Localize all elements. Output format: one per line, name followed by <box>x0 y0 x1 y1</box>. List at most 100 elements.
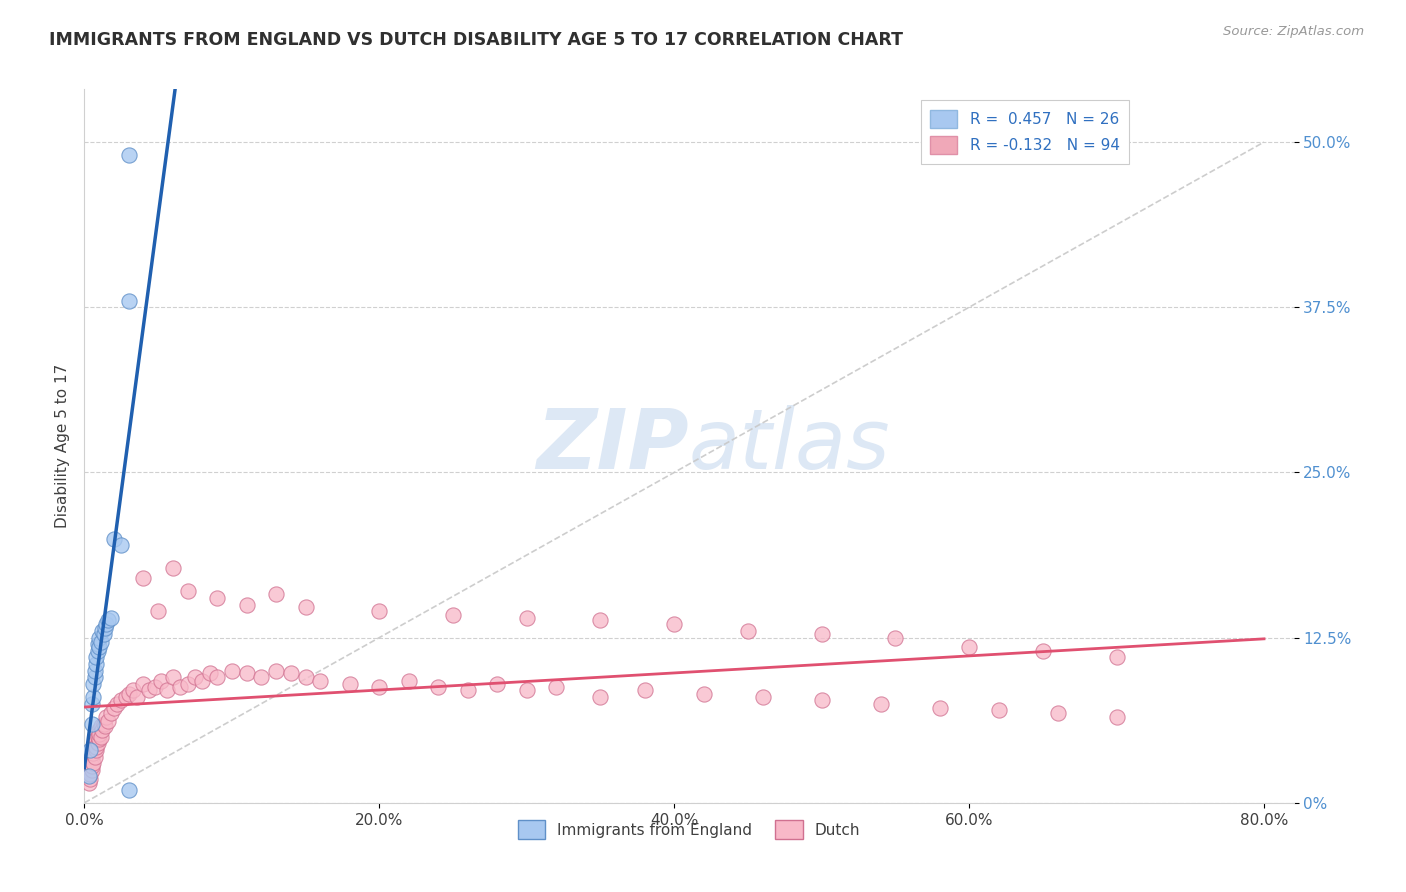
Point <box>264 664 287 678</box>
Point <box>516 611 538 625</box>
Point <box>82 690 104 704</box>
Point <box>235 598 257 612</box>
Point <box>82 677 104 691</box>
Point <box>441 608 464 623</box>
Point <box>80 716 103 731</box>
Point <box>280 666 302 681</box>
Point <box>486 677 509 691</box>
Point <box>83 670 105 684</box>
Point <box>546 680 568 694</box>
Point <box>100 611 122 625</box>
Point <box>86 730 108 744</box>
Point <box>96 710 118 724</box>
Point <box>84 657 107 671</box>
Point <box>221 664 243 678</box>
Point <box>86 637 108 651</box>
Point <box>97 614 120 628</box>
Point <box>869 697 891 711</box>
Text: ZIP: ZIP <box>536 406 689 486</box>
Point <box>1105 710 1128 724</box>
Point <box>162 560 184 574</box>
Point <box>205 670 228 684</box>
Point <box>93 626 115 640</box>
Point <box>589 614 612 628</box>
Point <box>77 776 100 790</box>
Point <box>86 644 108 658</box>
Point <box>105 697 128 711</box>
Point <box>103 532 125 546</box>
Point <box>77 769 100 783</box>
Point <box>138 683 160 698</box>
Point <box>457 683 479 698</box>
Point <box>122 683 145 698</box>
Point <box>634 683 657 698</box>
Point <box>928 700 950 714</box>
Text: IMMIGRANTS FROM ENGLAND VS DUTCH DISABILITY AGE 5 TO 17 CORRELATION CHART: IMMIGRANTS FROM ENGLAND VS DUTCH DISABIL… <box>49 31 903 49</box>
Point <box>114 690 136 704</box>
Point <box>79 772 101 786</box>
Point <box>191 674 214 689</box>
Point <box>83 664 105 678</box>
Point <box>294 600 316 615</box>
Point <box>87 631 110 645</box>
Point <box>150 674 173 689</box>
Point <box>810 626 832 640</box>
Point <box>1032 644 1054 658</box>
Point <box>90 719 112 733</box>
Point <box>110 538 132 552</box>
Point <box>87 723 110 738</box>
Point <box>184 670 207 684</box>
Point <box>339 677 361 691</box>
Point <box>110 692 132 706</box>
Point <box>176 584 198 599</box>
Point <box>309 674 332 689</box>
Point <box>80 759 103 773</box>
Point <box>79 743 101 757</box>
Point <box>82 743 104 757</box>
Point <box>83 736 105 750</box>
Point <box>86 736 108 750</box>
Point <box>664 617 686 632</box>
Point <box>884 631 907 645</box>
Point <box>82 756 104 771</box>
Point <box>143 680 166 694</box>
Text: Source: ZipAtlas.com: Source: ZipAtlas.com <box>1223 25 1364 38</box>
Point <box>132 677 155 691</box>
Point <box>117 293 139 308</box>
Point <box>93 716 115 731</box>
Point <box>368 604 391 618</box>
Point <box>294 670 316 684</box>
Point <box>250 670 273 684</box>
Point <box>156 683 179 698</box>
Point <box>692 688 714 702</box>
Point <box>235 666 257 681</box>
Point <box>84 650 107 665</box>
Point <box>264 587 287 601</box>
Point <box>737 624 759 638</box>
Point <box>83 749 105 764</box>
Point <box>103 700 125 714</box>
Point <box>87 727 110 741</box>
Point <box>76 769 98 783</box>
Point <box>84 740 107 755</box>
Point <box>117 782 139 797</box>
Point <box>77 763 100 777</box>
Point <box>84 732 107 747</box>
Point <box>117 688 139 702</box>
Point <box>146 604 169 618</box>
Point <box>205 591 228 605</box>
Point <box>97 714 120 728</box>
Point <box>79 756 101 771</box>
Point <box>84 743 107 757</box>
Point <box>810 692 832 706</box>
Point <box>117 148 139 162</box>
Point <box>589 690 612 704</box>
Text: atlas: atlas <box>689 406 890 486</box>
Point <box>80 697 103 711</box>
Point <box>516 683 538 698</box>
Point <box>1046 706 1069 720</box>
Point <box>91 723 114 738</box>
Point <box>94 621 117 635</box>
Point <box>987 703 1010 717</box>
Point <box>79 766 101 780</box>
